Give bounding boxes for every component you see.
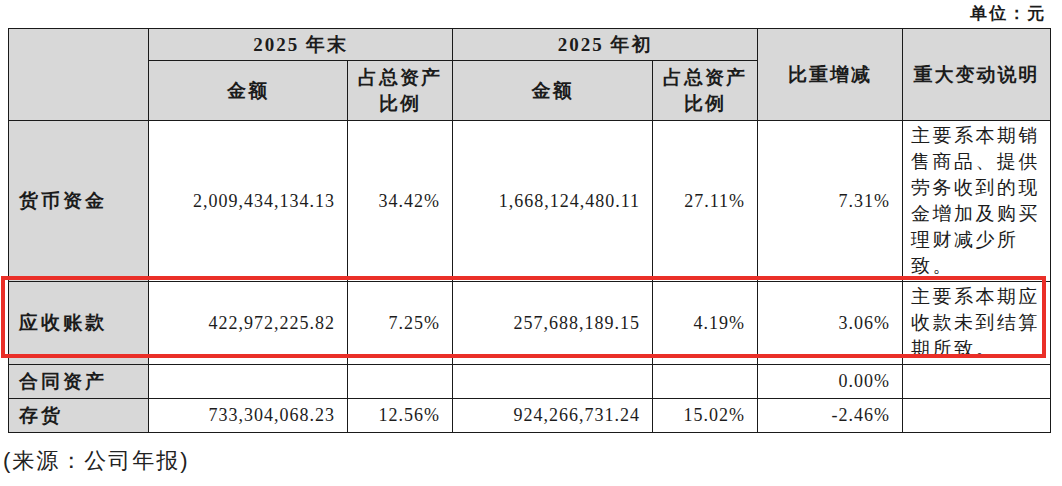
inventory-change: -2.46% bbox=[758, 399, 903, 433]
row-accounts-receivable: 应收账款 422,972,225.82 7.25% 257,688,189.15… bbox=[9, 282, 1051, 365]
monetary-funds-end-ratio: 34.42% bbox=[348, 121, 453, 282]
accounts-receivable-end-ratio: 7.25% bbox=[348, 282, 453, 365]
monetary-funds-start-amount: 1,668,124,480.11 bbox=[453, 121, 653, 282]
monetary-funds-start-ratio: 27.11% bbox=[653, 121, 758, 282]
contract-assets-start-amount bbox=[453, 365, 653, 399]
report-page: 单位：元 2025 年末 2025 年初 比重增减 重大变动说明 金额 占总资产… bbox=[0, 0, 1062, 486]
accounts-receivable-explanation: 主要系本期应收款未到结算期所致。 bbox=[903, 282, 1051, 365]
header-row-periods: 2025 年末 2025 年初 比重增减 重大变动说明 bbox=[9, 29, 1051, 61]
contract-assets-end-amount bbox=[149, 365, 348, 399]
unit-label: 单位：元 bbox=[970, 2, 1046, 25]
contract-assets-change: 0.00% bbox=[758, 365, 903, 399]
inventory-end-ratio: 12.56% bbox=[348, 399, 453, 433]
row-label-accounts-receivable: 应收账款 bbox=[9, 282, 149, 365]
row-label-inventory: 存货 bbox=[9, 399, 149, 433]
monetary-funds-end-amount: 2,009,434,134.13 bbox=[149, 121, 348, 282]
accounts-receivable-end-amount: 422,972,225.82 bbox=[149, 282, 348, 365]
monetary-funds-explanation: 主要系本期销售商品、提供劳务收到的现金增加及购买理财减少所致。 bbox=[903, 121, 1051, 282]
header-major-change-note: 重大变动说明 bbox=[903, 29, 1051, 121]
accounts-receivable-start-amount: 257,688,189.15 bbox=[453, 282, 653, 365]
header-amount-end: 金额 bbox=[149, 61, 348, 121]
contract-assets-explanation bbox=[903, 365, 1051, 399]
contract-assets-start-ratio bbox=[653, 365, 758, 399]
contract-assets-end-ratio bbox=[348, 365, 453, 399]
inventory-start-amount: 924,266,731.24 bbox=[453, 399, 653, 433]
inventory-end-amount: 733,304,068.23 bbox=[149, 399, 348, 433]
row-label-contract-assets: 合同资产 bbox=[9, 365, 149, 399]
accounts-receivable-change: 3.06% bbox=[758, 282, 903, 365]
header-ratio-start: 占总资产比例 bbox=[653, 61, 758, 121]
monetary-funds-change: 7.31% bbox=[758, 121, 903, 282]
inventory-start-ratio: 15.02% bbox=[653, 399, 758, 433]
accounts-receivable-start-ratio: 4.19% bbox=[653, 282, 758, 365]
header-period-start: 2025 年初 bbox=[453, 29, 758, 61]
header-item-blank bbox=[9, 29, 149, 121]
asset-composition-table: 2025 年末 2025 年初 比重增减 重大变动说明 金额 占总资产比例 金额… bbox=[8, 28, 1051, 433]
header-ratio-change: 比重增减 bbox=[758, 29, 903, 121]
header-period-end: 2025 年末 bbox=[149, 29, 453, 61]
row-label-monetary-funds: 货币资金 bbox=[9, 121, 149, 282]
row-contract-assets: 合同资产 0.00% bbox=[9, 365, 1051, 399]
header-amount-start: 金额 bbox=[453, 61, 653, 121]
header-ratio-end: 占总资产比例 bbox=[348, 61, 453, 121]
row-monetary-funds: 货币资金 2,009,434,134.13 34.42% 1,668,124,4… bbox=[9, 121, 1051, 282]
inventory-explanation bbox=[903, 399, 1051, 433]
source-note: (来源：公司年报) bbox=[3, 446, 190, 476]
row-inventory: 存货 733,304,068.23 12.56% 924,266,731.24 … bbox=[9, 399, 1051, 433]
